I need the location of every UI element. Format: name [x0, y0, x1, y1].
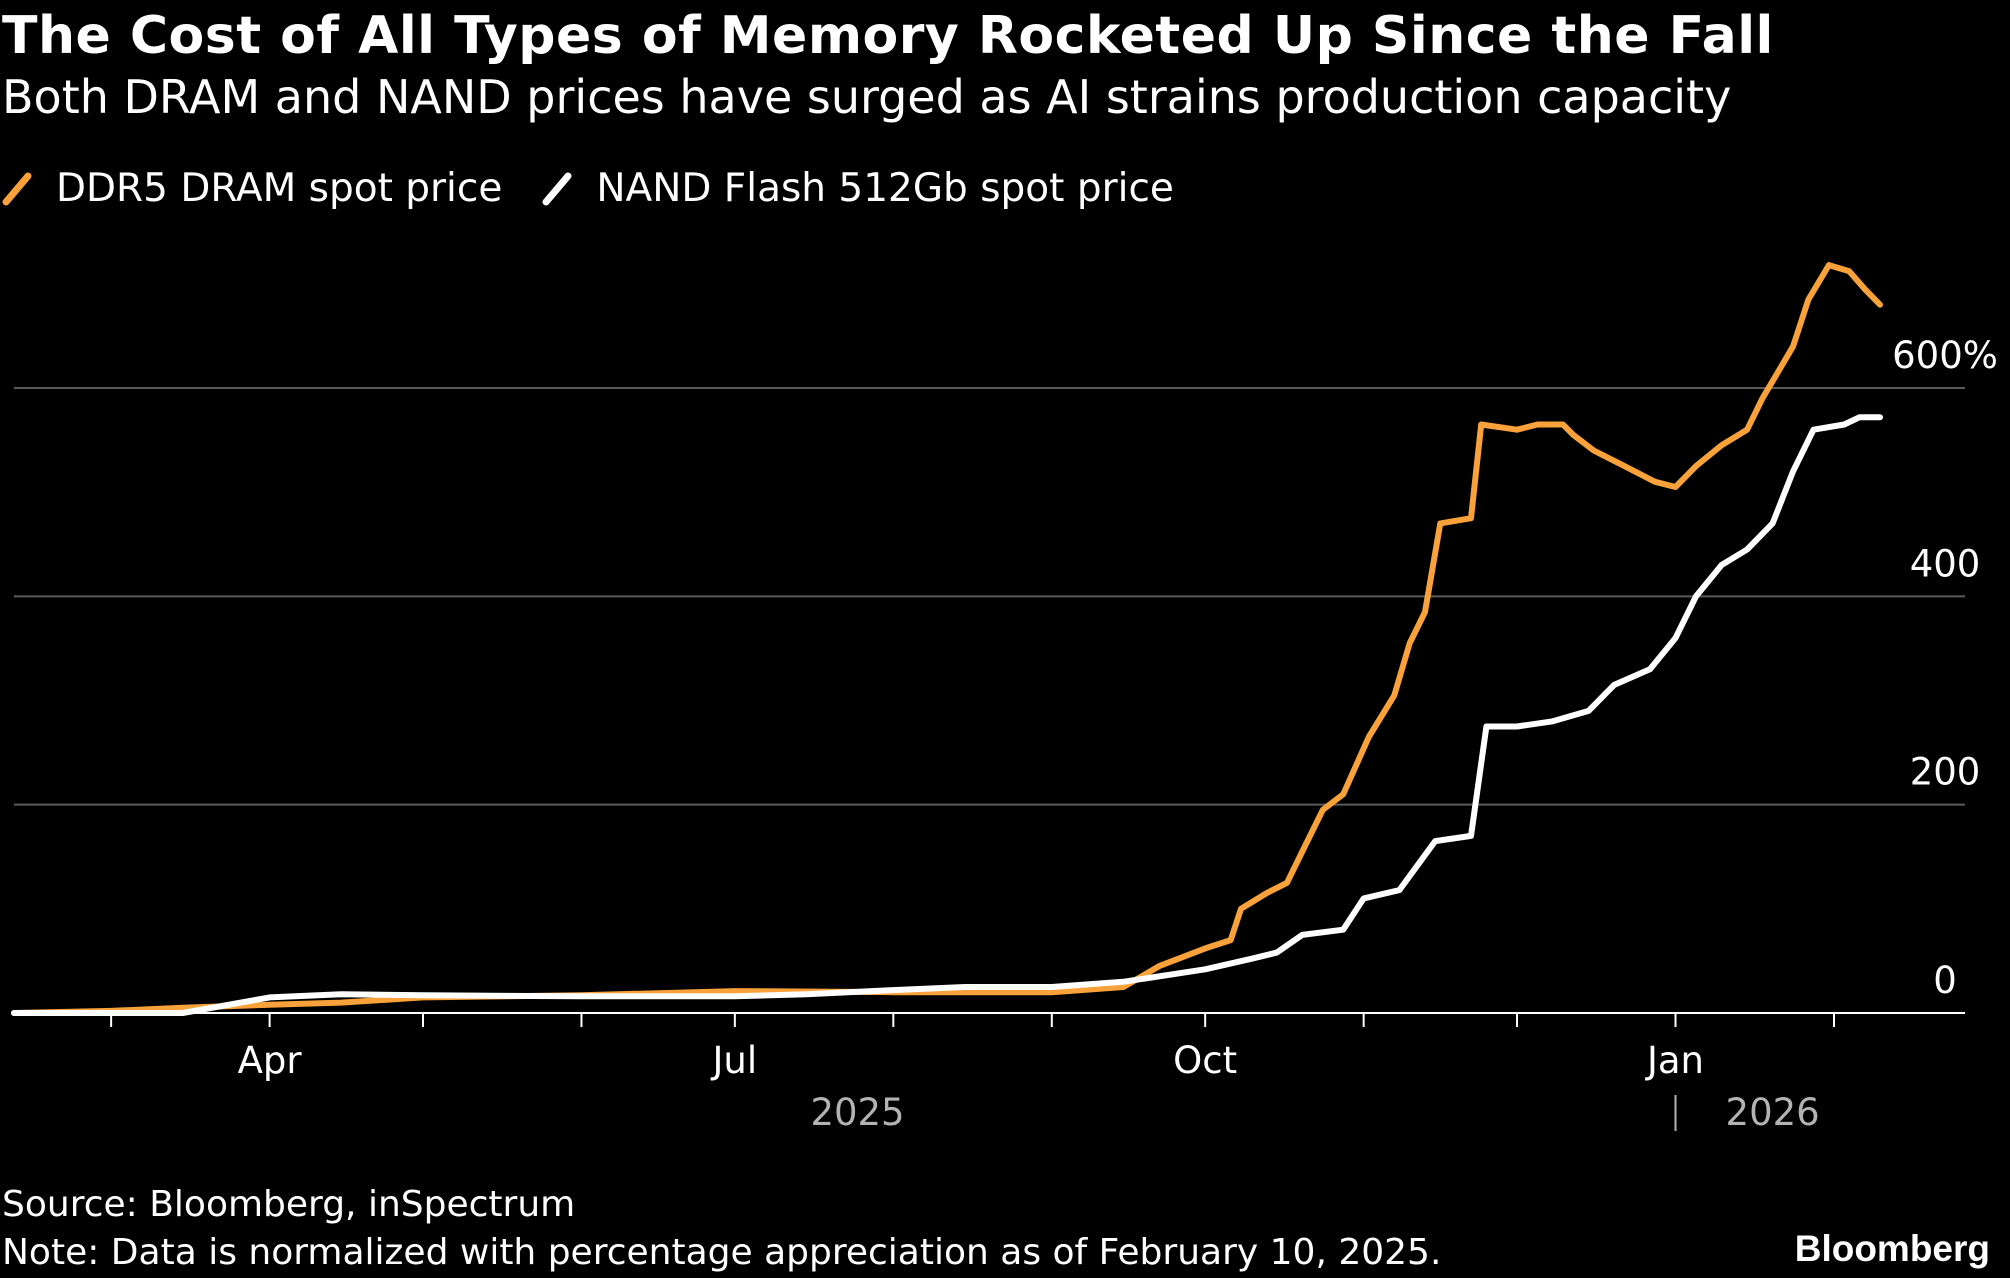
x-tick-label: Jul	[711, 1039, 758, 1082]
source-note: Source: Bloomberg, inSpectrum	[2, 1184, 576, 1225]
x-year-label: 2025	[810, 1091, 904, 1134]
x-tick-label: Apr	[238, 1039, 303, 1082]
x-tick-label: Oct	[1173, 1039, 1237, 1082]
legend: DDR5 DRAM spot price NAND Flash 512Gb sp…	[2, 166, 1214, 211]
x-tick-label: Jan	[1645, 1039, 1704, 1082]
series-line-dram	[11, 262, 1883, 1016]
legend-swatch-dram	[2, 172, 32, 205]
series-line-nand	[11, 414, 1883, 1016]
y-tick-label: 0	[1933, 959, 1957, 1002]
data-note: Note: Data is normalized with percentage…	[2, 1232, 1442, 1273]
chart-subtitle: Both DRAM and NAND prices have surged as…	[2, 70, 1732, 124]
y-tick-label: 200	[1910, 751, 1981, 794]
y-tick-label: 400	[1910, 542, 1981, 585]
chart-title: The Cost of All Types of Memory Rocketed…	[2, 6, 1774, 66]
legend-label-dram: DDR5 DRAM spot price	[56, 166, 503, 211]
x-year-label: 2026	[1726, 1091, 1820, 1134]
y-tick-label: 600%	[1892, 334, 1998, 377]
legend-swatch-nand	[542, 172, 572, 205]
legend-item-dram: DDR5 DRAM spot price	[2, 166, 502, 211]
legend-item-nand: NAND Flash 512Gb spot price	[542, 166, 1174, 211]
bloomberg-logo: Bloomberg	[1794, 1228, 1990, 1269]
legend-label-nand: NAND Flash 512Gb spot price	[596, 166, 1174, 211]
